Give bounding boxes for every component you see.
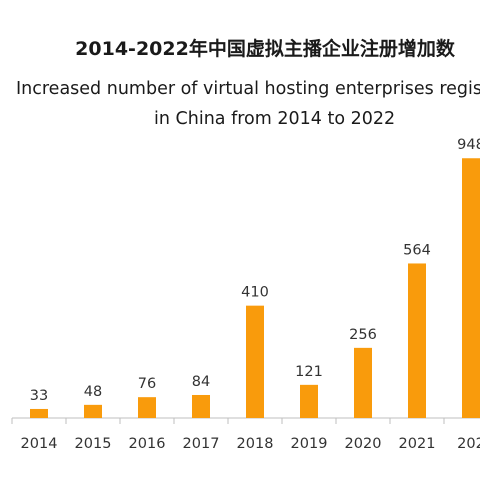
tick-label-2021: 2021 <box>399 436 436 452</box>
tick-label-2019: 2019 <box>291 436 328 452</box>
tick-label-2020: 2020 <box>345 436 382 452</box>
data-label-2021: 564 <box>403 242 431 258</box>
tick-label-2018: 2018 <box>237 436 274 452</box>
bar-2020 <box>354 347 372 418</box>
data-label-2015: 48 <box>84 384 102 400</box>
bar-2014 <box>30 408 48 418</box>
data-label-202: 948 <box>457 137 480 153</box>
bar-2018 <box>246 305 264 418</box>
data-label-2016: 76 <box>138 376 156 392</box>
bar-2019 <box>300 384 318 418</box>
bar-2016 <box>138 397 156 418</box>
bar-2015 <box>84 404 102 418</box>
tick-label-2015: 2015 <box>75 436 112 452</box>
bar-202 <box>462 158 480 419</box>
bar-2021 <box>408 263 426 418</box>
data-label-2017: 84 <box>192 374 210 390</box>
data-label-2019: 121 <box>295 364 323 380</box>
chart-title: 2014-2022年中国虚拟主播企业注册增加数 <box>75 38 455 60</box>
chart-subtitle-line2: in China from 2014 to 2022 <box>154 109 396 129</box>
data-label-2014: 33 <box>30 388 48 404</box>
tick-label-202: 202 <box>457 436 480 452</box>
chart-subtitle: Increased number of virtual hosting ente… <box>16 74 480 134</box>
data-label-2020: 256 <box>349 327 377 343</box>
data-label-2018: 410 <box>241 285 269 301</box>
bar-2017 <box>192 394 210 418</box>
tick-label-2014: 2014 <box>21 436 58 452</box>
tick-label-2016: 2016 <box>129 436 166 452</box>
tick-label-2017: 2017 <box>183 436 220 452</box>
chart-subtitle-line1: Increased number of virtual hosting ente… <box>16 79 480 99</box>
